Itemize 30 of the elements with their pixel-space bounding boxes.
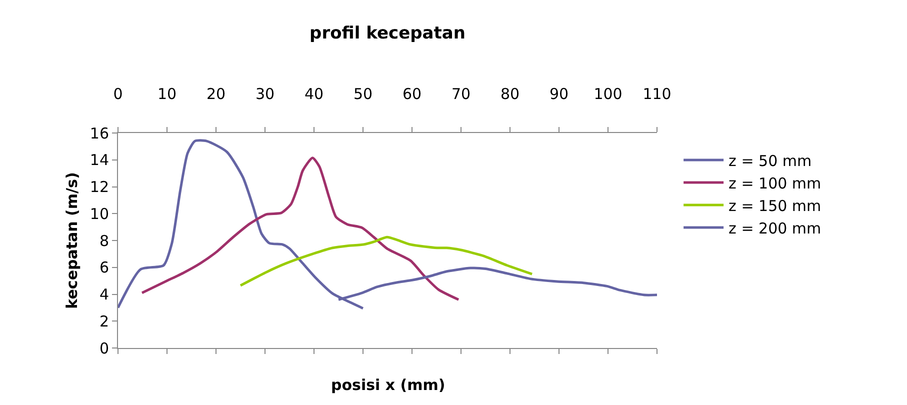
x-tick-label: 70: [451, 85, 471, 103]
x-axis-title: posisi x (mm): [331, 376, 446, 394]
x-tick-label: 110: [642, 85, 672, 103]
x-tick-label: 10: [157, 85, 177, 103]
legend-label: z = 100 mm: [728, 174, 822, 192]
y-tick-label: 12: [90, 178, 109, 196]
y-tick-label: 16: [90, 124, 109, 142]
x-tick-label: 30: [255, 85, 275, 103]
x-tick-label: 100: [594, 85, 622, 103]
chart-title: profil kecepatan: [310, 23, 466, 44]
legend-label: z = 200 mm: [728, 219, 822, 238]
y-tick-label: 0: [99, 339, 109, 358]
y-tick-label: 10: [90, 204, 109, 223]
y-tick-label: 8: [99, 232, 109, 250]
x-tick-label: 50: [353, 85, 373, 103]
y-tick-label: 2: [99, 312, 109, 330]
line-series: [140, 156, 460, 301]
line-series: [239, 236, 534, 287]
x-tick-label: 80: [500, 85, 520, 103]
x-tick-label: 0: [113, 85, 123, 103]
y-tick-label: 6: [99, 258, 109, 277]
x-tick-label: 40: [304, 85, 324, 103]
y-tick-label: 14: [90, 151, 109, 170]
x-tick-label: 60: [402, 85, 422, 103]
y-tick-label: 4: [99, 286, 109, 304]
x-tick-label: 90: [549, 85, 569, 103]
legend-label: z = 150 mm: [728, 196, 822, 215]
legend-label: z = 50 mm: [728, 152, 812, 170]
y-axis-title: kecepatan (m/s): [63, 172, 82, 309]
x-tick-label: 20: [206, 85, 226, 103]
